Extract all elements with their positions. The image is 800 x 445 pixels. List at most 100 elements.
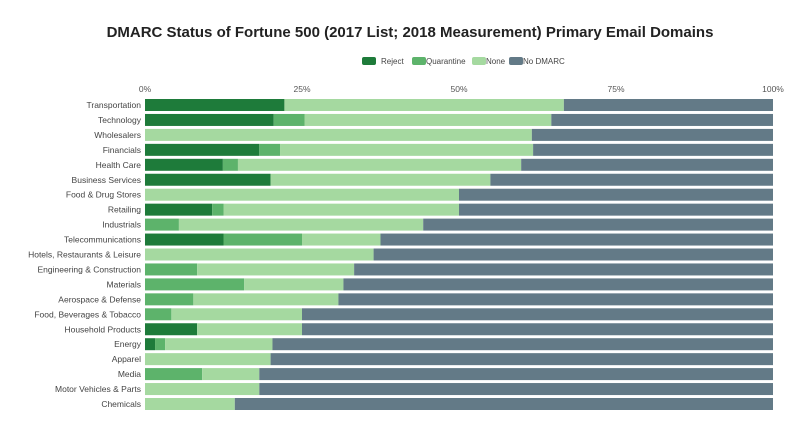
category-label-food-and-drug-stores: Food & Drug Stores (66, 190, 141, 200)
bar-row-transportation (145, 99, 773, 111)
category-label-industrials: Industrials (102, 220, 141, 230)
bar-segment-quarantine (212, 203, 224, 216)
bar-segment-no-dmarc (259, 383, 773, 396)
bar-segment-none (178, 218, 424, 231)
bars (145, 99, 773, 410)
bar-segment-no-dmarc (531, 128, 773, 141)
bar-segment-none (145, 128, 532, 141)
legend-label-reject: Reject (381, 57, 404, 66)
bar-segment-no-dmarc (563, 99, 773, 111)
bar-segment-no-dmarc (302, 323, 773, 336)
bar-row-media (145, 368, 773, 381)
bar-row-food-beverages-and-tobacco (145, 308, 773, 321)
bar-row-motor-vehicles-and-parts (145, 383, 773, 396)
bar-segment-no-dmarc (459, 188, 773, 201)
bar-segment-reject (145, 143, 260, 156)
bar-segment-no-dmarc (533, 143, 773, 156)
bar-segment-quarantine (145, 278, 245, 291)
bar-segment-quarantine (145, 218, 179, 231)
bar-segment-quarantine (222, 158, 238, 171)
category-label-financials: Financials (103, 145, 141, 155)
bar-segment-quarantine (145, 368, 203, 381)
category-label-hotels-restaurants-and-leisure: Hotels, Restaurants & Leisure (28, 250, 141, 260)
bar-row-financials (145, 143, 773, 156)
category-label-media: Media (118, 369, 141, 379)
bar-row-engineering-and-construction (145, 263, 773, 276)
bar-row-telecommunications (145, 233, 773, 246)
bar-segment-none (237, 158, 522, 171)
bar-segment-quarantine (223, 233, 302, 246)
bar-segment-none (145, 188, 459, 201)
bar-segment-reject (145, 99, 285, 111)
x-tick-label: 50% (450, 84, 467, 94)
bar-segment-none (145, 353, 271, 366)
legend: Reject Quarantine None No DMARC (362, 57, 565, 66)
bar-segment-no-dmarc (234, 398, 773, 410)
category-label-energy: Energy (114, 339, 142, 349)
bar-row-industrials (145, 218, 773, 231)
bar-segment-none (145, 383, 260, 396)
bar-segment-no-dmarc (259, 368, 773, 381)
bar-segment-none (145, 248, 374, 261)
bar-segment-none (165, 338, 273, 351)
bar-segment-none (197, 263, 355, 276)
bar-row-apparel (145, 353, 773, 366)
bar-segment-quarantine (273, 113, 305, 126)
bar-segment-quarantine (145, 263, 198, 276)
chart-title: DMARC Status of Fortune 500 (2017 List; … (107, 24, 714, 41)
bar-segment-none (280, 143, 534, 156)
bar-row-retailing (145, 203, 773, 216)
bar-segment-quarantine (259, 143, 281, 156)
bar-segment-none (302, 233, 381, 246)
bar-segment-reject (145, 338, 156, 351)
bar-segment-none (193, 293, 339, 306)
bar-segment-no-dmarc (490, 173, 773, 186)
bar-segment-reject (145, 203, 213, 216)
bar-segment-no-dmarc (354, 263, 773, 276)
bar-segment-none (197, 323, 302, 336)
category-label-retailing: Retailing (108, 205, 141, 215)
bar-segment-reject (145, 323, 198, 336)
category-label-aerospace-and-defense: Aerospace & Defense (58, 294, 141, 304)
bar-row-wholesalers (145, 128, 773, 141)
bar-segment-quarantine (145, 293, 194, 306)
x-tick-label: 0% (139, 84, 152, 94)
bar-row-materials (145, 278, 773, 291)
legend-item-quarantine: Quarantine (412, 57, 466, 66)
bar-row-technology (145, 113, 773, 126)
bar-row-aerospace-and-defense (145, 293, 773, 306)
category-label-engineering-and-construction: Engineering & Construction (38, 264, 142, 274)
bar-segment-no-dmarc (459, 203, 773, 216)
bar-row-hotels-restaurants-and-leisure (145, 248, 773, 261)
bar-segment-no-dmarc (272, 338, 773, 351)
bar-segment-no-dmarc (373, 248, 773, 261)
legend-swatch-reject (362, 57, 376, 65)
category-label-apparel: Apparel (112, 354, 141, 364)
x-axis: 0% 25% 50% 75% 100% (139, 84, 784, 94)
category-label-telecommunications: Telecommunications (64, 235, 141, 245)
legend-swatch-none (472, 57, 486, 65)
bar-segment-none (270, 173, 491, 186)
category-label-motor-vehicles-and-parts: Motor Vehicles & Parts (55, 384, 141, 394)
bar-segment-reject (145, 233, 224, 246)
bar-segment-no-dmarc (423, 218, 773, 231)
bar-segment-none (284, 99, 564, 111)
bar-segment-reject (145, 113, 274, 126)
legend-swatch-quarantine (412, 57, 426, 65)
y-axis: Transportation Technology Wholesalers Finan… (28, 100, 142, 409)
bar-row-energy (145, 338, 773, 351)
legend-swatch-no-dmarc (509, 57, 523, 65)
x-tick-label: 100% (762, 84, 784, 94)
bar-segment-no-dmarc (270, 353, 773, 366)
bar-segment-no-dmarc (380, 233, 773, 246)
bar-segment-no-dmarc (551, 113, 773, 126)
bar-segment-quarantine (145, 308, 172, 321)
legend-item-reject: Reject (362, 57, 404, 66)
bar-segment-none (304, 113, 552, 126)
bar-segment-none (244, 278, 344, 291)
bar-row-household-products (145, 323, 773, 336)
bar-segment-no-dmarc (338, 293, 773, 306)
category-label-materials: Materials (107, 279, 141, 289)
